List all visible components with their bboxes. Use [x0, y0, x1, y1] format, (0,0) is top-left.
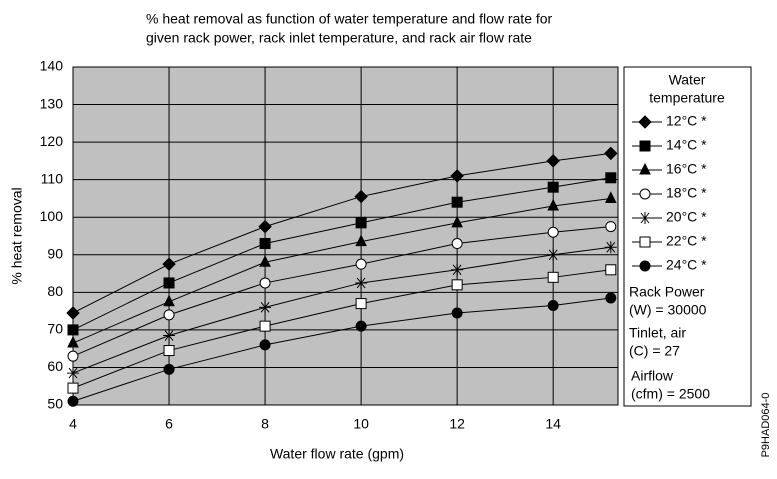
y-axis-label: % heat removal: [9, 187, 25, 284]
x-axis-label: Water flow rate (gpm): [270, 446, 404, 462]
marker: [605, 264, 617, 276]
marker: [259, 301, 272, 314]
marker: [259, 339, 271, 351]
y-tick-label: 110: [41, 170, 64, 186]
legend-marker: [639, 140, 651, 152]
chart-title: given rack power, rack inlet temperature…: [146, 30, 532, 46]
plot-area: [72, 66, 619, 406]
marker: [163, 309, 175, 321]
marker: [163, 329, 176, 342]
marker: [547, 226, 559, 238]
marker: [451, 263, 464, 276]
legend-label: 20°C *: [666, 209, 707, 225]
marker: [604, 146, 618, 161]
marker: [355, 276, 368, 289]
x-tick-label: 4: [69, 416, 77, 432]
marker: [451, 238, 463, 250]
marker: [67, 382, 79, 394]
marker: [547, 271, 559, 283]
marker: [355, 320, 367, 332]
legend-title: temperature: [649, 90, 725, 106]
marker: [259, 255, 271, 267]
marker: [354, 189, 368, 204]
marker: [605, 221, 617, 233]
annotation: (cfm) = 2500: [631, 386, 710, 402]
marker: [605, 292, 617, 304]
annotation: Tinlet, air: [629, 325, 686, 341]
y-tick-label: 50: [47, 396, 63, 412]
x-tick-label: 10: [353, 416, 369, 432]
y-tick-label: 100: [40, 208, 64, 224]
marker: [163, 363, 175, 375]
marker: [259, 277, 271, 289]
y-tick-label: 70: [47, 321, 63, 337]
legend-label: 12°C *: [666, 113, 707, 129]
marker: [258, 219, 272, 234]
marker: [67, 335, 79, 348]
marker: [67, 367, 79, 380]
legend-label: 18°C *: [666, 185, 707, 201]
y-tick-label: 120: [40, 133, 64, 149]
marker: [451, 196, 463, 208]
marker: [604, 191, 617, 203]
annotation: Rack Power: [629, 284, 705, 300]
marker: [163, 345, 175, 357]
marker: [67, 350, 79, 362]
y-tick-label: 140: [40, 58, 64, 74]
legend-title: Water: [669, 72, 706, 88]
annotation: (W) = 30000: [629, 302, 707, 318]
figure-id: P9HAD064-0: [760, 393, 772, 458]
legend-marker: [639, 260, 651, 272]
annotation: (C) = 27: [629, 343, 680, 359]
marker: [546, 154, 560, 168]
marker: [451, 279, 463, 291]
marker: [163, 294, 175, 307]
legend-label: 24°C *: [666, 257, 707, 273]
y-tick-label: 130: [40, 95, 64, 111]
marker: [355, 234, 367, 247]
marker: [451, 215, 463, 228]
marker: [163, 277, 175, 289]
marker: [547, 181, 559, 193]
marker: [355, 258, 367, 270]
annotation: Airflow: [631, 368, 674, 384]
x-tick-label: 12: [449, 416, 465, 432]
legend-label: 16°C *: [666, 161, 707, 177]
y-tick-label: 60: [47, 358, 63, 374]
marker: [604, 241, 617, 254]
marker: [355, 298, 367, 310]
x-tick-label: 6: [165, 416, 173, 432]
marker: [259, 238, 271, 250]
legend-marker: [639, 188, 651, 200]
marker: [66, 306, 80, 320]
marker: [547, 248, 560, 261]
legend-label: 22°C *: [666, 233, 707, 249]
y-tick-label: 80: [47, 283, 63, 299]
legend-label: 14°C *: [666, 137, 707, 153]
marker: [259, 320, 271, 332]
marker: [450, 169, 464, 183]
y-tick-label: 90: [47, 245, 63, 261]
marker: [451, 307, 463, 319]
marker: [547, 198, 559, 211]
marker: [547, 299, 559, 311]
marker: [162, 257, 176, 271]
marker: [67, 395, 79, 407]
legend-marker: [639, 236, 651, 248]
legend-marker: [639, 212, 651, 224]
marker: [355, 217, 367, 229]
marker: [67, 324, 79, 336]
chart-title: % heat removal as function of water temp…: [146, 11, 553, 27]
x-tick-label: 14: [545, 416, 561, 432]
x-tick-label: 8: [261, 416, 269, 432]
marker: [605, 172, 617, 184]
legend-marker: [639, 162, 651, 175]
legend-marker: [638, 115, 652, 129]
